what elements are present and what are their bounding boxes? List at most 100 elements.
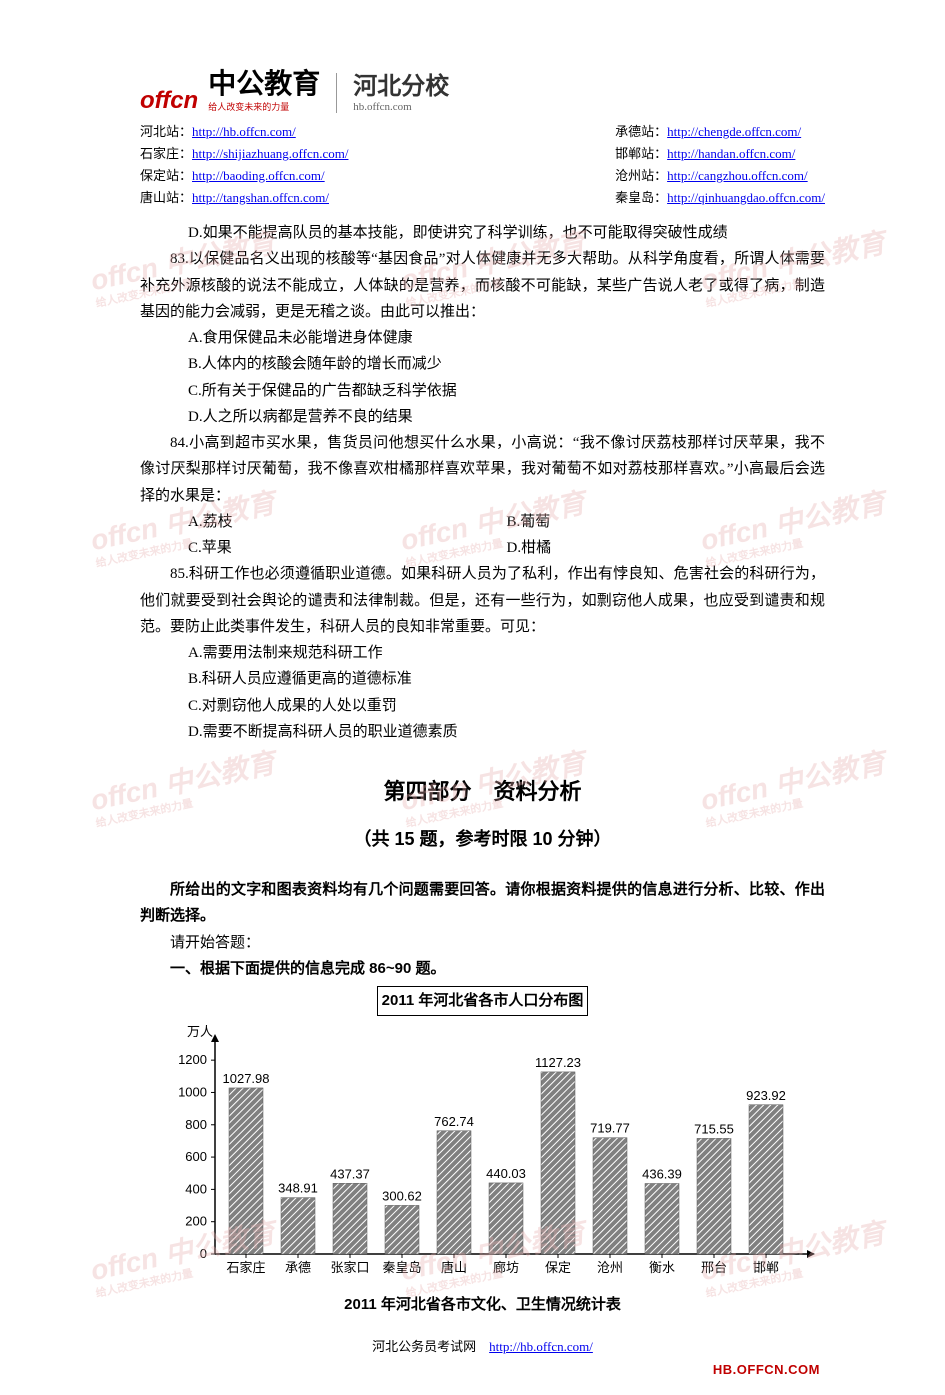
section-4-title: 第四部分 资料分析 — [140, 773, 825, 812]
population-chart: 万人 0 200 400 600 800 1000 1200 1027.98 石家庄 348.91 承… — [160, 1022, 825, 1291]
site-link[interactable]: http://shijiazhuang.offcn.com/ — [192, 146, 348, 161]
q85-stem: 85.科研工作也必须遵循职业道德。如果科研人员为了私利，作出有悖良知、危害社会的… — [140, 561, 825, 640]
q85-opt-d: D.需要不断提高科研人员的职业道德素质 — [140, 719, 825, 745]
logo-brand-sub: 给人改变未来的力量 — [208, 100, 320, 113]
footer-text: 河北公务员考试网 — [372, 1339, 489, 1354]
svg-text:440.03: 440.03 — [486, 1166, 526, 1181]
site-label: 邯郸站： — [615, 146, 667, 161]
svg-text:廊坊: 廊坊 — [493, 1260, 519, 1275]
site-link[interactable]: http://handan.offcn.com/ — [667, 146, 795, 161]
svg-text:1127.23: 1127.23 — [535, 1055, 581, 1070]
site-label: 承德站： — [615, 124, 667, 139]
svg-text:400: 400 — [185, 1182, 207, 1197]
site-link-row: 石家庄：http://shijiazhuang.offcn.com/ — [140, 143, 348, 162]
q82-opt-d: D.如果不能提高队员的基本技能，即使讲究了科学训练，也不可能取得突破性成绩 — [140, 220, 825, 246]
svg-text:800: 800 — [185, 1117, 207, 1132]
svg-text:436.39: 436.39 — [642, 1167, 682, 1182]
q83-stem: 83.以保健品名义出现的核酸等“基因食品”对人体健康并无多大帮助。从科学角度看，… — [140, 246, 825, 325]
q83-opt-c: C.所有关于保健品的广告都缺乏科学依据 — [140, 378, 825, 404]
site-links-left: 河北站：http://hb.offcn.com/石家庄：http://shiji… — [140, 121, 348, 206]
chart-title-wrap: 2011 年河北省各市人口分布图 — [140, 982, 825, 1016]
svg-text:保定: 保定 — [545, 1260, 571, 1275]
q85-opt-a: A.需要用法制来规范科研工作 — [140, 640, 825, 666]
begin-answer: 请开始答题： — [140, 930, 825, 956]
logo-branch-url: hb.offcn.com — [353, 101, 449, 113]
q83-opt-d: D.人之所以病都是营养不良的结果 — [140, 404, 825, 430]
logo-divider — [336, 73, 337, 113]
site-link[interactable]: http://cangzhou.offcn.com/ — [667, 168, 808, 183]
svg-text:万人: 万人 — [187, 1024, 213, 1039]
bar-chart-svg: 万人 0 200 400 600 800 1000 1200 1027.98 石家庄 348.91 承… — [160, 1022, 815, 1282]
site-label: 河北站： — [140, 124, 192, 139]
svg-text:348.91: 348.91 — [278, 1181, 318, 1196]
site-link-row: 沧州站：http://cangzhou.offcn.com/ — [615, 165, 825, 184]
svg-text:秦皇岛: 秦皇岛 — [382, 1260, 421, 1275]
footer: 河北公务员考试网 http://hb.offcn.com/ — [140, 1336, 825, 1355]
svg-text:沧州: 沧州 — [597, 1260, 623, 1275]
footer-brand-url: HB.OFFCN.COM — [713, 1362, 820, 1377]
section-4-intro: 所给出的文字和图表资料均有几个问题需要回答。请你根据资料提供的信息进行分析、比较… — [140, 877, 825, 930]
logo-branch-block: 河北分校 hb.offcn.com — [353, 75, 449, 113]
svg-text:715.55: 715.55 — [694, 1122, 734, 1137]
site-label: 沧州站： — [615, 168, 667, 183]
q84-opt-d: D.柑橘 — [507, 535, 552, 561]
site-label: 唐山站： — [140, 190, 192, 205]
site-link-row: 秦皇岛：http://qinhuangdao.offcn.com/ — [615, 187, 825, 206]
q84-opt-a: A.荔枝 — [188, 509, 507, 535]
culture-table-title: 2011 年河北省各市文化、卫生情况统计表 — [140, 1292, 825, 1318]
svg-text:762.74: 762.74 — [434, 1114, 474, 1129]
svg-text:0: 0 — [200, 1246, 207, 1261]
q83-opt-a: A.食用保健品未必能增进身体健康 — [140, 325, 825, 351]
site-label: 石家庄： — [140, 146, 192, 161]
site-links-right: 承德站：http://chengde.offcn.com/邯郸站：http://… — [615, 121, 825, 206]
svg-text:邢台: 邢台 — [701, 1260, 727, 1275]
svg-text:张家口: 张家口 — [330, 1260, 369, 1275]
q84-opt-b: B.葡萄 — [507, 509, 551, 535]
population-chart-title: 2011 年河北省各市人口分布图 — [377, 986, 589, 1016]
site-link[interactable]: http://baoding.offcn.com/ — [192, 168, 325, 183]
exam-body: D.如果不能提高队员的基本技能，即使讲究了科学训练，也不可能取得突破性成绩 83… — [140, 220, 825, 1318]
site-link-row: 保定站：http://baoding.offcn.com/ — [140, 165, 348, 184]
svg-text:1200: 1200 — [178, 1052, 207, 1067]
q84-opt-c: C.苹果 — [188, 535, 507, 561]
part-1-heading: 一、根据下面提供的信息完成 86~90 题。 — [140, 956, 825, 982]
svg-text:邯郸: 邯郸 — [753, 1260, 779, 1275]
site-links: 河北站：http://hb.offcn.com/石家庄：http://shiji… — [140, 121, 825, 206]
site-link[interactable]: http://tangshan.offcn.com/ — [192, 190, 329, 205]
q85-opt-c: C.对剽窃他人成果的人处以重罚 — [140, 693, 825, 719]
site-label: 保定站： — [140, 168, 192, 183]
page: offcn 中公教育 给人改变未来的力量 河北分校 hb.offcn.com 河… — [0, 0, 945, 1395]
site-link[interactable]: http://chengde.offcn.com/ — [667, 124, 801, 139]
site-link[interactable]: http://hb.offcn.com/ — [192, 124, 296, 139]
svg-text:200: 200 — [185, 1214, 207, 1229]
header-logo: offcn 中公教育 给人改变未来的力量 河北分校 hb.offcn.com — [140, 70, 825, 113]
site-label: 秦皇岛： — [615, 190, 667, 205]
section-4-subtitle: （共 15 题，参考时限 10 分钟） — [140, 824, 825, 856]
svg-text:437.37: 437.37 — [330, 1167, 370, 1182]
logo-offcn: offcn — [140, 89, 198, 113]
svg-text:300.62: 300.62 — [382, 1189, 422, 1204]
site-link-row: 承德站：http://chengde.offcn.com/ — [615, 121, 825, 140]
site-link-row: 河北站：http://hb.offcn.com/ — [140, 121, 348, 140]
svg-text:1027.98: 1027.98 — [223, 1071, 270, 1086]
logo-brand-cn: 中公教育 — [208, 70, 320, 98]
svg-text:923.92: 923.92 — [746, 1088, 786, 1103]
svg-text:1000: 1000 — [178, 1085, 207, 1100]
site-link[interactable]: http://qinhuangdao.offcn.com/ — [667, 190, 825, 205]
q84-row-2: C.苹果 D.柑橘 — [140, 535, 825, 561]
svg-text:衡水: 衡水 — [649, 1260, 675, 1275]
q85-opt-b: B.科研人员应遵循更高的道德标准 — [140, 666, 825, 692]
q84-stem: 84.小高到超市买水果，售货员问他想买什么水果，小高说：“我不像讨厌荔枝那样讨厌… — [140, 430, 825, 509]
logo-brand-block: 中公教育 给人改变未来的力量 — [208, 70, 320, 113]
footer-link[interactable]: http://hb.offcn.com/ — [489, 1339, 593, 1354]
site-link-row: 唐山站：http://tangshan.offcn.com/ — [140, 187, 348, 206]
svg-text:承德: 承德 — [285, 1260, 311, 1275]
site-link-row: 邯郸站：http://handan.offcn.com/ — [615, 143, 825, 162]
svg-text:石家庄: 石家庄 — [226, 1260, 265, 1275]
svg-text:600: 600 — [185, 1149, 207, 1164]
svg-text:719.77: 719.77 — [590, 1121, 630, 1136]
q84-row-1: A.荔枝 B.葡萄 — [140, 509, 825, 535]
logo-branch: 河北分校 — [353, 75, 449, 99]
logo-mark-block: offcn — [140, 89, 198, 113]
svg-text:唐山: 唐山 — [441, 1260, 467, 1275]
